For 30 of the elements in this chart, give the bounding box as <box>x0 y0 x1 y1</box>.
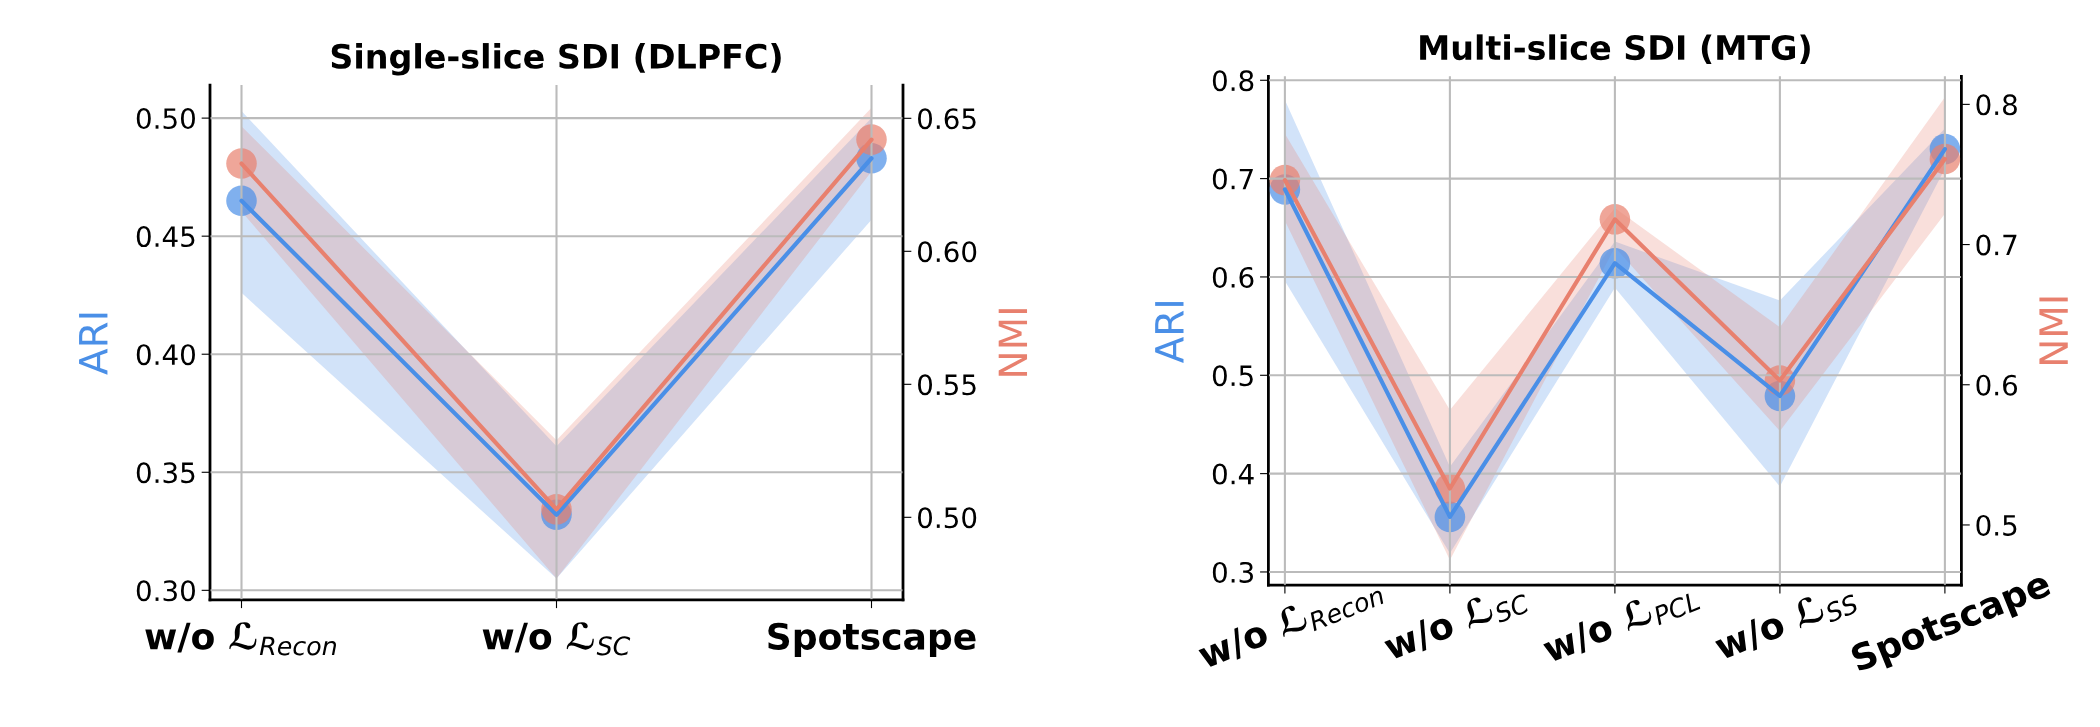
x-tick-label: w/o ℒ$_{Recon}$ <box>1198 589 1385 669</box>
y-tick-label: 0.45 <box>136 226 195 248</box>
x-tick-label: w/o ℒ$_{SC}$ <box>482 622 631 656</box>
y-tick-label: 0.8 <box>1212 70 1254 92</box>
y-tick-label: 0.6 <box>1212 266 1254 288</box>
y-tick-label: 0.50 <box>136 108 195 130</box>
y-tick-label: 0.30 <box>136 580 195 602</box>
y-tick-label: 0.5 <box>1212 365 1253 387</box>
y-tick-label: 0.40 <box>136 344 195 366</box>
chart-title: Single-slice SDI (DLPFC) <box>331 43 781 76</box>
y2-tick-label: 0.5 <box>1976 514 2017 536</box>
y2-tick-label: 0.8 <box>1976 94 2017 116</box>
y2-tick-label: 0.65 <box>918 108 976 130</box>
x-tick-label: Spotscape <box>768 622 976 657</box>
y2-tick-label: 0.50 <box>918 507 977 529</box>
chart-title: Multi-slice SDI (MTG) <box>1420 34 1810 65</box>
y2-axis-title: NMI <box>2039 297 2068 365</box>
y2-tick-label: 0.7 <box>1976 234 2017 256</box>
x-tick-label: w/o ℒ$_{PCL}$ <box>1540 578 1701 669</box>
y-axis-title: ARI <box>1155 302 1184 364</box>
y2-tick-label: 0.55 <box>918 374 976 396</box>
y2-tick-label: 0.60 <box>918 241 977 263</box>
y-tick-label: 0.3 <box>1212 561 1253 583</box>
y2-tick-label: 0.6 <box>1976 374 2018 396</box>
y-axis-title: ARI <box>79 313 108 375</box>
x-tick-label: w/o ℒ$_{Recon}$ <box>145 622 336 656</box>
y-tick-label: 0.7 <box>1212 168 1253 190</box>
y2-axis-title: NMI <box>998 309 1028 376</box>
y-tick-label: 0.4 <box>1212 463 1254 485</box>
y-tick-label: 0.35 <box>136 462 195 484</box>
